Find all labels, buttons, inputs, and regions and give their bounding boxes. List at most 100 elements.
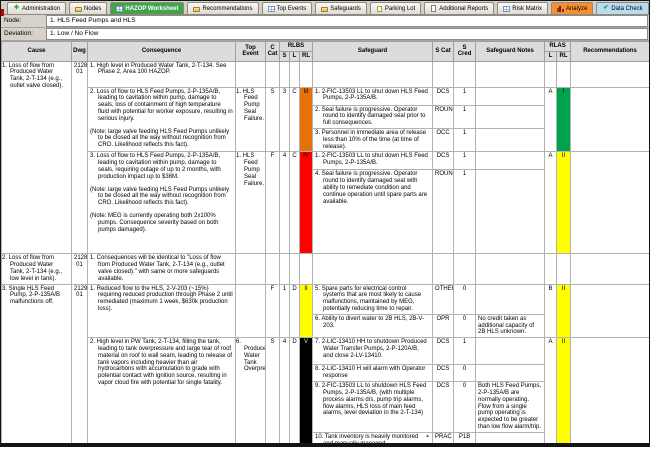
cause-cell[interactable]: 1. Loss of flow from Produced Water Tank… <box>1 60 72 255</box>
rlbs-s-cell[interactable]: 3 <box>279 86 290 153</box>
safeguard-cell[interactable] <box>312 60 434 88</box>
consequence-cell[interactable]: 1. Reduced flow to the HLS, 2-V-203 (~15… <box>87 283 236 339</box>
s-cred-cell[interactable]: 1 <box>453 169 477 255</box>
s-cat-cell[interactable] <box>432 60 455 88</box>
s-cred-cell[interactable]: 1 <box>453 151 477 171</box>
safeguard-cell[interactable] <box>312 253 434 285</box>
rlas-rl-cell[interactable] <box>556 253 572 285</box>
safeguard-cell[interactable]: 1. 2-FIC-13503 LL to shut down HLS Feed … <box>312 151 434 171</box>
s-cred-cell[interactable]: 1 <box>453 127 477 153</box>
s-cred-cell[interactable]: 0 <box>453 364 477 383</box>
recommendations-cell[interactable] <box>570 86 649 153</box>
consequence-cell[interactable]: 1. High level in Produced Water Tank, 2-… <box>87 60 236 88</box>
c-cat-cell[interactable]: F <box>265 151 280 255</box>
rlbs-s-cell[interactable] <box>279 253 290 285</box>
tab-safeguards[interactable]: Safeguards <box>315 2 367 14</box>
recommendations-cell[interactable] <box>570 337 649 443</box>
safeguard-notes-cell[interactable] <box>475 283 546 315</box>
rlbs-rl-cell[interactable]: III <box>298 86 314 153</box>
tab-nodes[interactable]: Nodes <box>69 2 108 14</box>
safeguard-cell[interactable]: 6. Ability to divert water to 2B HLS, 2B… <box>312 313 434 339</box>
top-event-cell[interactable] <box>235 283 266 339</box>
rlas-rl-cell[interactable]: I <box>556 86 572 153</box>
s-cat-cell[interactable]: OTHER <box>432 283 455 315</box>
tab-recommendations[interactable]: Recommendations <box>187 2 259 14</box>
s-cat-cell[interactable] <box>432 253 455 285</box>
safeguard-notes-cell[interactable] <box>475 151 546 171</box>
safeguard-notes-cell[interactable] <box>475 431 546 443</box>
safeguard-notes-cell[interactable] <box>475 104 546 129</box>
safeguard-cell[interactable]: 7. 2-LIC-13410 HH to shutdown Produced W… <box>312 337 434 366</box>
cause-cell[interactable]: 3. Single HLS Feed Pump, 2-P-135A/B malf… <box>1 283 72 443</box>
safeguard-cell[interactable]: ▲ 10. Tank inventory is heavily monitored… <box>312 431 434 443</box>
s-cat-cell[interactable]: PRAC <box>432 431 455 443</box>
rlbs-s-cell[interactable]: 1 <box>279 283 290 339</box>
rlas-l-cell[interactable]: A <box>544 337 558 443</box>
consequence-cell[interactable]: 2. Loss of flow to HLS Feed Pumps, 2-P-1… <box>87 86 236 153</box>
top-event-cell[interactable] <box>235 60 266 88</box>
rlbs-l-cell[interactable] <box>289 60 300 88</box>
rlbs-l-cell[interactable]: C <box>289 86 300 153</box>
s-cat-cell[interactable]: DCS <box>432 151 455 171</box>
rlas-l-cell[interactable]: A <box>544 86 558 153</box>
safeguard-notes-cell[interactable] <box>475 253 546 285</box>
s-cred-cell[interactable]: 1 <box>453 337 477 366</box>
rlbs-s-cell[interactable]: 4 <box>279 337 290 443</box>
tab-top-events[interactable]: Top Events <box>261 2 313 14</box>
safeguard-notes-cell[interactable] <box>475 60 546 88</box>
safeguard-notes-cell[interactable]: No credit taken as additional capacity o… <box>475 313 546 339</box>
rlbs-rl-cell[interactable]: II <box>298 283 314 339</box>
deviation-field[interactable]: 1. Low / No Flow <box>46 28 648 40</box>
tab-analyze[interactable]: Analyze <box>550 2 594 14</box>
consequence-cell[interactable]: 1. Consequences will be identical to "Lo… <box>87 253 236 285</box>
rlas-l-cell[interactable]: B <box>544 283 558 339</box>
c-cat-cell[interactable]: S <box>265 337 280 443</box>
safeguard-cell[interactable]: 3. Personnel in immediate area of releas… <box>312 127 434 153</box>
s-cat-cell[interactable]: DCS <box>432 364 455 383</box>
rlbs-rl-cell[interactable]: IV <box>298 151 314 255</box>
dwg-cell[interactable]: 2128-01 <box>71 253 88 285</box>
s-cat-cell[interactable]: DCS <box>432 381 455 433</box>
rlas-rl-cell[interactable]: II <box>556 283 572 339</box>
top-event-cell[interactable] <box>235 253 266 285</box>
s-cred-cell[interactable] <box>453 253 477 285</box>
safeguard-notes-cell[interactable] <box>475 127 546 153</box>
s-cat-cell[interactable]: OPR <box>432 313 455 339</box>
rlas-rl-cell[interactable] <box>556 60 572 88</box>
dwg-cell[interactable]: 2128-01 <box>71 60 88 255</box>
top-event-cell[interactable]: 6. Produced Water Tank Overpressure <box>235 337 266 443</box>
s-cred-cell[interactable]: 0 <box>453 313 477 339</box>
tab-data-check[interactable]: ✔ Data Check <box>596 2 649 14</box>
rlbs-l-cell[interactable]: C <box>289 151 300 255</box>
tab-hazop-worksheet[interactable]: HAZOP Worksheet <box>110 2 185 14</box>
top-event-cell[interactable]: 1. HLS Feed Pump Seal Failure. <box>235 86 266 153</box>
rlbs-rl-cell[interactable] <box>298 60 314 88</box>
s-cred-cell[interactable]: 1 <box>453 104 477 129</box>
safeguard-cell[interactable]: 4. Seal failure is progressive. Operator… <box>312 169 434 255</box>
rlbs-rl-cell[interactable] <box>298 253 314 285</box>
safeguard-cell[interactable]: 1. 2-FIC-13503 LL to shut down HLS Feed … <box>312 86 434 106</box>
recommendations-cell[interactable] <box>570 151 649 255</box>
tab-risk-matrix[interactable]: Risk Matrix <box>497 2 548 14</box>
s-cat-cell[interactable]: ROUND <box>432 169 455 255</box>
top-event-cell[interactable]: 1. HLS Feed Pump Seal Failure. <box>235 151 266 255</box>
rlbs-l-cell[interactable]: D <box>289 337 300 443</box>
s-cred-cell[interactable]: 1 <box>453 86 477 106</box>
rlbs-l-cell[interactable] <box>289 253 300 285</box>
tab-administration[interactable]: ✚ Administration <box>7 2 67 14</box>
safeguard-cell[interactable]: 5. Spare parts for electrical control sy… <box>312 283 434 315</box>
safeguard-cell[interactable]: 9. 2-FIC-13503 LL to shutdown HLS Feed P… <box>312 381 434 433</box>
recommendations-cell[interactable] <box>570 283 649 339</box>
s-cat-cell[interactable]: ROUND <box>432 104 455 129</box>
s-cat-cell[interactable]: OCC <box>432 127 455 153</box>
s-cred-cell[interactable]: 0 <box>453 283 477 315</box>
safeguard-notes-cell[interactable]: Both HLS Feed Pumps, 2-P-135A/B are norm… <box>475 381 546 433</box>
c-cat-cell[interactable]: F <box>265 283 280 339</box>
rlbs-s-cell[interactable]: 4 <box>279 151 290 255</box>
s-cred-cell[interactable] <box>453 60 477 88</box>
c-cat-cell[interactable] <box>265 253 280 285</box>
rlbs-l-cell[interactable]: D <box>289 283 300 339</box>
consequence-cell[interactable]: 3. Loss of flow to HLS Feed Pumps, 2-P-1… <box>87 151 236 255</box>
rlas-rl-cell[interactable]: II <box>556 151 572 255</box>
rlbs-s-cell[interactable] <box>279 60 290 88</box>
